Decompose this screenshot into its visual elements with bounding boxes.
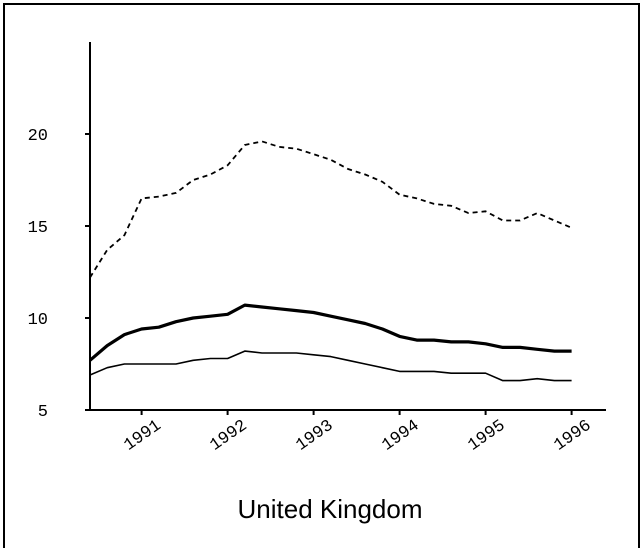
y-tick-label: 15 bbox=[28, 219, 48, 238]
series-line bbox=[88, 303, 572, 362]
chart-title: United Kingdom bbox=[238, 494, 423, 524]
series-line bbox=[89, 350, 572, 382]
x-tick-label: 1991 bbox=[121, 417, 165, 456]
y-tick-label: 5 bbox=[38, 403, 48, 422]
x-tick-label: 1996 bbox=[551, 417, 595, 456]
x-tick-label: 1994 bbox=[379, 417, 423, 456]
series-line bbox=[89, 140, 572, 278]
x-tick-label: 1992 bbox=[207, 417, 251, 456]
x-tick-label: 1993 bbox=[293, 417, 337, 456]
x-tick-label: 1995 bbox=[465, 417, 509, 456]
y-tick-label: 20 bbox=[28, 127, 48, 146]
y-tick-label: 10 bbox=[28, 311, 48, 330]
frame bbox=[3, 3, 640, 548]
